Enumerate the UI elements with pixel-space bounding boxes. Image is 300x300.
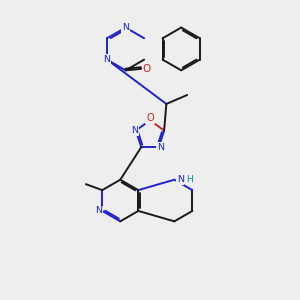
Text: H: H xyxy=(186,175,193,184)
Text: N: N xyxy=(157,143,164,152)
Text: N: N xyxy=(131,126,138,135)
Text: N: N xyxy=(95,206,102,215)
Text: N: N xyxy=(122,23,129,32)
Text: O: O xyxy=(142,64,151,74)
Text: N: N xyxy=(177,175,184,184)
Text: O: O xyxy=(146,113,154,123)
Text: N: N xyxy=(103,55,111,64)
